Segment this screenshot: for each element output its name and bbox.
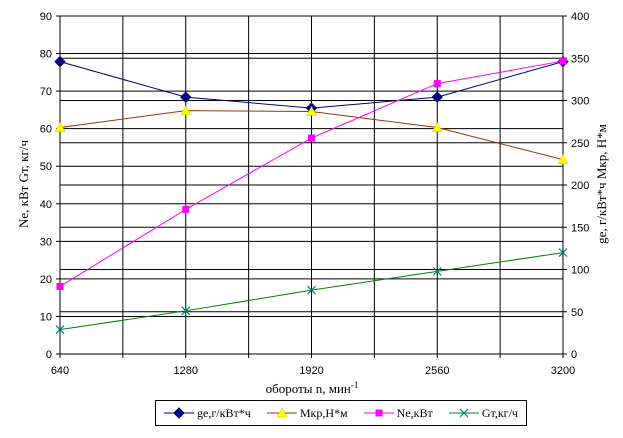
legend-swatch bbox=[363, 409, 394, 417]
legend-label: Мкр,Н*м bbox=[299, 405, 348, 420]
x-axis-title-sup: -1 bbox=[351, 380, 359, 390]
legend-item: Ne,кВт bbox=[363, 405, 433, 421]
legend-label: ge,г/кВт*ч bbox=[197, 405, 251, 420]
legend: ge,г/кВт*ч Мкр,Н*м Ne,кВт Gт,кг/ч bbox=[155, 400, 527, 426]
y-right-tick-label: 200 bbox=[571, 180, 589, 192]
y-left-tick-label: 20 bbox=[40, 274, 52, 286]
y-left-tick-label: 0 bbox=[46, 349, 52, 361]
plot-area bbox=[59, 15, 564, 355]
series-3-point-0-stroke-b bbox=[55, 325, 65, 335]
legend-item: Gт,кг/ч bbox=[448, 405, 518, 421]
series-3-point-4-stroke-b bbox=[558, 248, 568, 258]
y-axis-left-title: Ne, кВт Gт, кг/ч bbox=[16, 140, 31, 228]
y-right-tick-label: 100 bbox=[571, 265, 589, 277]
legend-swatch-marker bbox=[173, 407, 185, 419]
grid bbox=[56, 15, 567, 358]
legend-swatch-marker bbox=[459, 408, 469, 418]
series-2-point-2 bbox=[308, 134, 315, 142]
series-1-point-3 bbox=[431, 122, 443, 132]
series-2-point-4 bbox=[559, 57, 567, 65]
y-left-tick-label: 80 bbox=[40, 49, 52, 61]
series-3-point-0 bbox=[55, 325, 65, 335]
legend-swatch-marker bbox=[375, 409, 383, 417]
series-3-point-2 bbox=[307, 285, 316, 295]
y-right-tick-label: 0 bbox=[571, 349, 577, 361]
series-1-point-0 bbox=[54, 122, 66, 132]
series-1 bbox=[54, 105, 569, 164]
series-3 bbox=[55, 248, 568, 335]
series-0-point-1 bbox=[180, 91, 192, 103]
x-tick-label: 2560 bbox=[425, 365, 449, 377]
series-3-point-2-stroke-b bbox=[307, 285, 316, 295]
y-left-tick-label: 30 bbox=[40, 236, 52, 248]
legend-label: Gт,кг/ч bbox=[481, 405, 518, 420]
series-2-point-3 bbox=[433, 80, 441, 88]
legend-swatch bbox=[266, 407, 297, 418]
series-3-point-3 bbox=[432, 266, 442, 276]
plot-border bbox=[59, 15, 564, 355]
tick-labels: 0 10 20 30 40 50 60 70 80 90 0 50 100 150 200 250 300 350… bbox=[40, 11, 590, 377]
legend-swatch-marker bbox=[276, 407, 288, 418]
series-0-point-3 bbox=[431, 91, 443, 103]
series-2 bbox=[56, 57, 567, 290]
legend-label: Ne,кВт bbox=[396, 405, 433, 420]
series-1-point-2 bbox=[306, 105, 317, 116]
x-axis-title-text: обороты n, мин bbox=[266, 381, 351, 396]
series-2-point-1 bbox=[182, 205, 190, 213]
series-1-point-4 bbox=[557, 154, 569, 164]
series-1-point-1 bbox=[180, 105, 192, 115]
y-left-tick-label: 40 bbox=[40, 199, 52, 211]
y-left-tick-label: 10 bbox=[40, 311, 52, 323]
legend-swatch-marker-stroke-b bbox=[459, 408, 469, 418]
series-0-point-0 bbox=[54, 55, 66, 68]
y-right-tick-label: 50 bbox=[571, 307, 583, 319]
y-left-tick-label: 70 bbox=[40, 86, 52, 98]
y-left-tick-label: 50 bbox=[40, 161, 52, 173]
series-3-point-1 bbox=[181, 306, 191, 316]
legend-item: ge,г/кВт*ч bbox=[164, 406, 251, 421]
x-tick-label: 1280 bbox=[174, 365, 198, 377]
y-left-tick-label: 60 bbox=[40, 124, 52, 136]
x-tick-label: 640 bbox=[51, 365, 69, 377]
legend-item: Мкр,Н*м bbox=[266, 405, 348, 421]
x-axis-title: обороты n, мин-1 bbox=[266, 380, 359, 396]
series-3-point-1-stroke-b bbox=[181, 306, 191, 316]
legend-swatch bbox=[164, 407, 195, 419]
y-right-tick-label: 150 bbox=[571, 222, 589, 234]
series-3-point-4 bbox=[558, 248, 568, 258]
y-right-tick-label: 400 bbox=[571, 11, 589, 23]
y-right-tick-label: 350 bbox=[571, 53, 589, 65]
y-left-tick-label: 90 bbox=[40, 11, 52, 23]
x-tick-label: 1920 bbox=[299, 365, 323, 377]
x-tick-label: 3200 bbox=[551, 365, 575, 377]
series-2-point-0 bbox=[56, 282, 64, 290]
y-right-tick-label: 250 bbox=[571, 138, 589, 150]
series-3-point-3-stroke-b bbox=[432, 266, 442, 276]
y-axis-right-title: ge, г/кВт*ч Мкр, Н*м bbox=[594, 124, 609, 244]
legend-swatch bbox=[448, 408, 479, 418]
series-layer bbox=[54, 55, 569, 335]
y-right-tick-label: 300 bbox=[571, 96, 589, 108]
